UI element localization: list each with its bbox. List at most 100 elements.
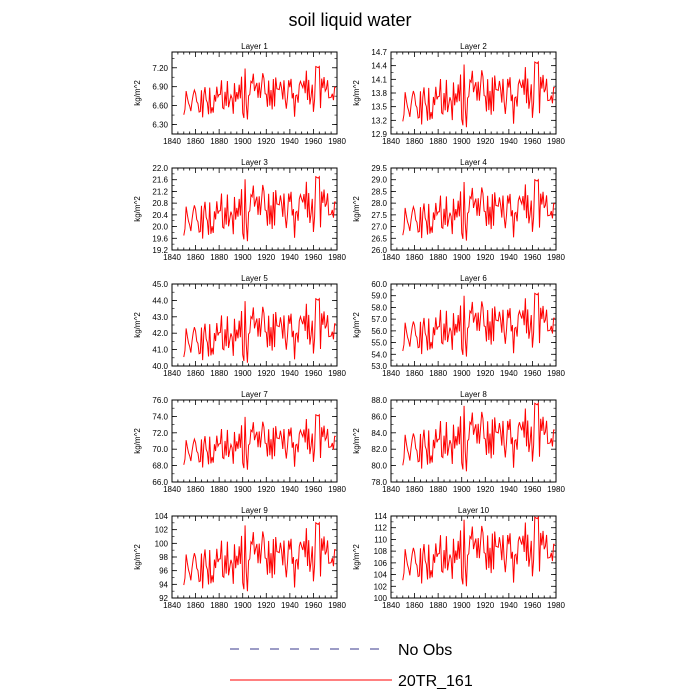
panel-layer-10-ytick-label: 112 <box>374 524 387 533</box>
panel-layer-4-title: Layer 4 <box>460 158 487 167</box>
panel-layer-10: Layer 10 kg/m^2 1840 1860 1880 1900 1920 1940 19… <box>352 506 565 610</box>
panel-layer-6-ytick-label: 54.0 <box>371 350 387 359</box>
panel-layer-6: Layer 6 kg/m^2 1840 1860 1880 1900 1920 1940 196… <box>352 274 565 378</box>
panel-layer-2-ytick-label: 13.8 <box>371 89 387 98</box>
panel-layer-1-ylabel: kg/m^2 <box>133 80 142 106</box>
panel-layer-1-series-line <box>183 65 336 120</box>
panel-layer-2-xtick-label: 1860 <box>406 137 424 146</box>
panel-layer-10-xtick-label: 1900 <box>453 601 471 610</box>
panel-layer-6-series-line <box>402 292 555 357</box>
panel-layer-7-xtick-label: 1940 <box>281 485 299 494</box>
panel-layer-9-xtick-label: 1940 <box>281 601 299 610</box>
panel-layer-1-xtick-label: 1860 <box>187 137 205 146</box>
panel-layer-5-ytick-label: 44.0 <box>152 296 168 305</box>
panel-layer-5-xtick-label: 1840 <box>163 369 181 378</box>
panel-layer-2-xtick-label: 1960 <box>524 137 542 146</box>
panel-layer-5-xtick-label: 1880 <box>210 369 228 378</box>
panel-layer-1-ytick-label: 6.30 <box>152 121 168 130</box>
panel-layer-10-xtick-label: 1940 <box>500 601 518 610</box>
panel-layer-6-ytick-label: 55.0 <box>371 339 387 348</box>
panel-layer-6-ytick-label: 56.0 <box>371 327 387 336</box>
panel-layer-7-ylabel: kg/m^2 <box>133 428 142 454</box>
panel-layer-7-title: Layer 7 <box>241 390 268 399</box>
panel-layer-6-ytick-label: 60.0 <box>371 280 387 289</box>
panel-layer-1-xtick-label: 1960 <box>305 137 323 146</box>
panel-layer-3-ytick-label: 22.0 <box>152 164 168 173</box>
panel-layer-3-ytick-label: 20.4 <box>152 211 168 220</box>
panel-layer-4-xtick-label: 1840 <box>382 253 400 262</box>
panel-layer-8-xtick-label: 1840 <box>382 485 400 494</box>
panel-layer-1-xtick-label: 1880 <box>210 137 228 146</box>
panel-layer-6-xtick-label: 1980 <box>547 369 565 378</box>
panel-layer-3-xtick-label: 1920 <box>257 253 275 262</box>
panel-layer-3-xtick-label: 1840 <box>163 253 181 262</box>
panel-layer-3-xtick-label: 1940 <box>281 253 299 262</box>
panel-layer-8-title: Layer 8 <box>460 390 487 399</box>
panel-layer-9-xtick-label: 1860 <box>187 601 205 610</box>
panel-layer-7-xtick-label: 1840 <box>163 485 181 494</box>
panel-layer-5-xtick-label: 1920 <box>257 369 275 378</box>
panel-layer-8-ytick-label: 78.0 <box>371 478 387 487</box>
panel-layer-2-xtick-label: 1900 <box>453 137 471 146</box>
panel-layer-9-ylabel: kg/m^2 <box>133 544 142 570</box>
panel-layer-2-series-line <box>402 60 555 128</box>
panel-layer-2-ytick-label: 12.9 <box>371 130 387 139</box>
panel-layer-9-series-line <box>183 521 336 592</box>
panel-layer-8-xtick-label: 1920 <box>476 485 494 494</box>
panel-layer-7-xtick-label: 1980 <box>328 485 346 494</box>
panel-layer-1-ytick-label: 7.20 <box>152 64 168 73</box>
panel-layer-3-title: Layer 3 <box>241 158 268 167</box>
panel-layer-3-series-line <box>183 175 336 242</box>
panel-layer-9-xtick-label: 1920 <box>257 601 275 610</box>
panel-layer-6-xtick-label: 1960 <box>524 369 542 378</box>
panel-layer-7-series-line <box>183 413 336 470</box>
panel-layer-3: Layer 3 kg/m^2 1840 1860 1880 1900 1920 1940 196… <box>133 158 346 262</box>
panel-layer-10-xtick-label: 1860 <box>406 601 424 610</box>
panel-layer-2-xtick-label: 1980 <box>547 137 565 146</box>
panel-layer-4-xtick-label: 1980 <box>547 253 565 262</box>
panel-layer-5-ytick-label: 42.0 <box>152 329 168 338</box>
panel-layer-7-ytick-label: 76.0 <box>152 396 168 405</box>
panel-layer-1-ytick-label: 6.90 <box>152 83 168 92</box>
panel-layer-5-xtick-label: 1960 <box>305 369 323 378</box>
panel-layer-2-xtick-label: 1880 <box>429 137 447 146</box>
panel-layer-9-ytick-label: 102 <box>155 526 169 535</box>
panel-layer-4-ytick-label: 28.0 <box>371 199 387 208</box>
panel-layer-3-xtick-label: 1980 <box>328 253 346 262</box>
panel-layer-6-xtick-label: 1920 <box>476 369 494 378</box>
panel-layer-7-ytick-label: 66.0 <box>152 478 168 487</box>
panel-layer-7-xtick-label: 1920 <box>257 485 275 494</box>
panel-layer-3-ytick-label: 20.8 <box>152 199 168 208</box>
panel-layer-9-ytick-label: 92 <box>159 594 168 603</box>
panel-layer-9-ytick-label: 104 <box>155 512 169 521</box>
panel-layer-2-ytick-label: 14.7 <box>371 48 387 57</box>
panel-layer-10-ytick-label: 102 <box>374 582 388 591</box>
panel-layer-10-xtick-label: 1840 <box>382 601 400 610</box>
panel-layer-2-ytick-label: 14.4 <box>371 62 387 71</box>
panels: Layer 1 kg/m^2 1840 1860 1880 1900 1920 1940 196… <box>133 42 565 610</box>
panel-layer-4-ylabel: kg/m^2 <box>352 196 361 222</box>
panel-layer-9-xtick-label: 1900 <box>234 601 252 610</box>
panel-layer-4-xtick-label: 1900 <box>453 253 471 262</box>
panel-layer-10-ytick-label: 114 <box>374 512 387 521</box>
panel-layer-10-frame <box>390 515 557 599</box>
panel-layer-5-xtick-label: 1980 <box>328 369 346 378</box>
panel-layer-9-title: Layer 9 <box>241 506 268 515</box>
panel-layer-2-xtick-label: 1840 <box>382 137 400 146</box>
panel-layer-2-xtick-label: 1920 <box>476 137 494 146</box>
panel-layer-2-title: Layer 2 <box>460 42 487 51</box>
panel-layer-2-ytick-label: 13.5 <box>371 103 387 112</box>
panel-layer-4-xtick-label: 1940 <box>500 253 518 262</box>
panel-layer-9-xtick-label: 1980 <box>328 601 346 610</box>
panel-layer-6-xtick-label: 1940 <box>500 369 518 378</box>
panel-layer-1-xtick-label: 1980 <box>328 137 346 146</box>
panel-layer-7-xtick-label: 1960 <box>305 485 323 494</box>
panel-layer-8-xtick-label: 1940 <box>500 485 518 494</box>
panel-layer-6-xtick-label: 1880 <box>429 369 447 378</box>
panel-layer-4-xtick-label: 1860 <box>406 253 424 262</box>
panel-layer-8-xtick-label: 1980 <box>547 485 565 494</box>
panel-layer-8-ytick-label: 88.0 <box>371 396 387 405</box>
panel-layer-5-xtick-label: 1940 <box>281 369 299 378</box>
panel-layer-3-xtick-label: 1880 <box>210 253 228 262</box>
